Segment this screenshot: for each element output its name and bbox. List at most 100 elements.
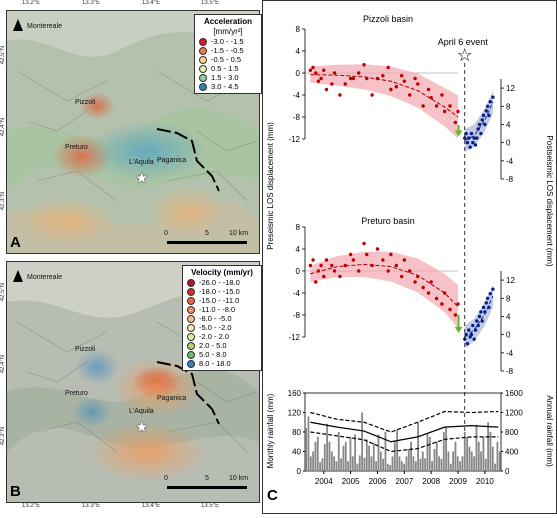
monthly-bar (440, 458, 443, 471)
monthly-bar (407, 449, 410, 471)
post-point (465, 140, 470, 145)
legend-item: 1.5 - 3.0 (199, 73, 257, 82)
monthly-bar (417, 422, 420, 471)
pre-point (453, 120, 458, 125)
monthly-bar (340, 458, 343, 471)
post-point (464, 332, 468, 337)
monthly-bar (312, 451, 315, 471)
post-point (480, 118, 484, 122)
panel-c: 8 4 0 -4 -8 -12 12 8 4 0 -4 -8 Pizzoli basin 8 4 0 -4 -8-… (262, 0, 557, 514)
legend-item: -1.5 - -0.5 (199, 46, 257, 55)
pre-point (389, 252, 393, 257)
legend-title: Acceleration (203, 17, 253, 26)
pre-point (356, 269, 361, 273)
pre-point (426, 87, 431, 92)
pre-point (402, 258, 407, 262)
pre-point (440, 93, 444, 97)
post-point (476, 127, 480, 131)
monthly-bar (435, 441, 438, 471)
monthly-bar (342, 445, 345, 471)
monthly-bar (419, 458, 422, 471)
monthly-bar (368, 445, 371, 471)
post-point (469, 131, 474, 136)
panel-letter-c: C (267, 487, 278, 504)
panel-a: 13.2°E 13.3°E 13.4°E 13.5°E 42.5°N 42.4°… (0, 0, 262, 257)
pre-point (442, 109, 447, 114)
pre-point (456, 109, 460, 114)
north-arrow-icon (13, 19, 23, 31)
pre-point (311, 65, 315, 70)
pre-point (324, 258, 329, 262)
pre-point (416, 82, 420, 86)
scale-ten: 10 km (229, 475, 249, 482)
pre-point (330, 263, 334, 268)
rain-y2-tick: 800 (505, 428, 519, 437)
panel-b: 42.5°N 42.4°N 42.3°N Montereale Pi (0, 257, 262, 514)
y-tick-label: -4 (293, 289, 301, 298)
pre-point (375, 247, 380, 251)
monthly-bar (473, 456, 476, 471)
pre-point (381, 74, 385, 78)
monthly-bar (377, 434, 380, 471)
monthly-bar (403, 463, 406, 471)
post-point (483, 122, 487, 127)
pre-point (416, 274, 420, 279)
pre-point (448, 307, 452, 312)
monthly-bar (363, 457, 366, 471)
pre-point (389, 87, 393, 92)
monthly-bar (307, 416, 310, 471)
pre-point (375, 76, 380, 81)
annual-rainfall-line (310, 421, 499, 443)
epicenter-star-icon: ★ (135, 419, 149, 436)
pre-point (322, 274, 326, 279)
y2-tick-label: 8 (506, 102, 511, 111)
monthly-bar (468, 446, 471, 471)
legend-swatch (199, 55, 207, 64)
scale-bar (167, 486, 247, 489)
post-point (469, 332, 474, 337)
monthly-bar (424, 458, 427, 471)
legend-swatch (187, 323, 195, 332)
lon-tick: 13.4°E (142, 0, 161, 6)
pre-trend-band (310, 64, 459, 139)
montereale-label: Montereale (27, 274, 63, 281)
post-point (485, 296, 490, 300)
north-arrow-icon (13, 270, 23, 282)
legend-label: 5.0 - 8.0 (199, 350, 227, 359)
legend-label: -2.0 - 2.0 (199, 332, 230, 341)
monthly-bar (305, 428, 308, 471)
monthly-bar (482, 436, 485, 471)
legend-swatch (187, 332, 195, 341)
velocity-map-image (7, 262, 259, 502)
pre-trend-line (310, 74, 459, 118)
monthly-bar (428, 436, 431, 471)
monthly-bar (347, 461, 350, 471)
post-point (484, 109, 488, 113)
x-tick-label: 2004 (315, 477, 333, 486)
scale-ten: 10 km (229, 230, 249, 237)
post-point (464, 131, 468, 136)
legend-item: -8.0 - -5.0 (187, 314, 257, 323)
monthly-bar (386, 463, 389, 471)
pre-point (351, 76, 356, 81)
epicenter-star-icon: ★ (135, 170, 149, 187)
post-point (479, 310, 483, 314)
legend-swatch (199, 46, 207, 55)
monthly-bar (337, 432, 340, 471)
pre-point (386, 269, 390, 273)
laquila-label: L'Aquila (129, 408, 154, 415)
monthly-bar (396, 429, 399, 471)
y-tick-label: -12 (288, 333, 300, 342)
legend-item: -26.0 - -18.0 (187, 278, 257, 287)
lon-tick: 13.3°E (82, 0, 101, 6)
monthly-bar (442, 432, 445, 471)
post-point (485, 104, 490, 108)
monthly-bar (470, 451, 473, 471)
post-point (465, 342, 470, 346)
lon-tick: 13.3°E (82, 503, 101, 509)
legend-item: -0.5 - 0.5 (199, 55, 257, 64)
legend-item: -11.0 - -8.0 (187, 305, 257, 314)
post-point (477, 314, 482, 319)
pre-point (343, 263, 347, 268)
pre-point (316, 269, 321, 273)
